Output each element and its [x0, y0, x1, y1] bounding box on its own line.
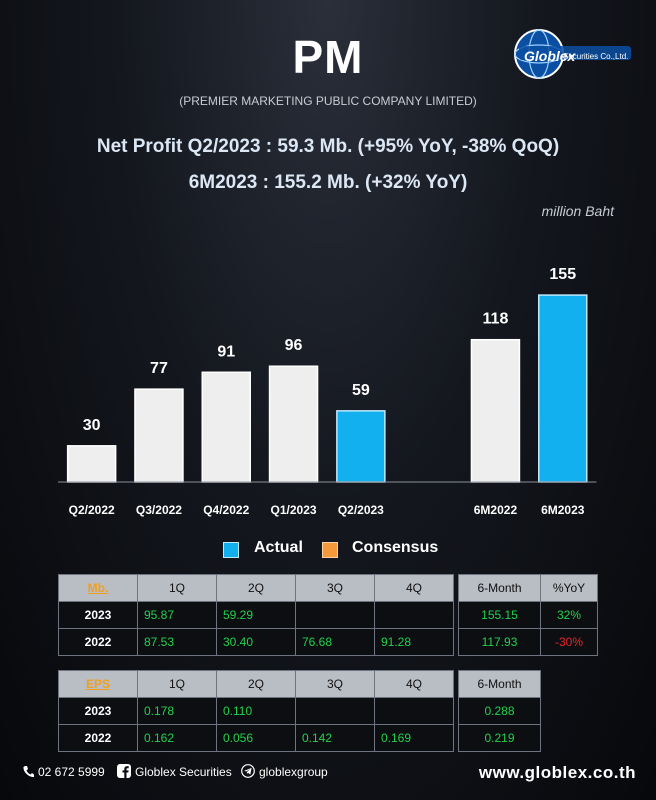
- row-year: 2023: [58, 697, 138, 725]
- table-row: 0.219: [458, 724, 541, 752]
- table-row: 117.93 -30%: [458, 628, 598, 656]
- x-tick-label: Q2/2023: [338, 503, 384, 517]
- footer-telegram[interactable]: globlexgroup: [259, 765, 328, 779]
- unit-label: million Baht: [541, 203, 614, 219]
- logo-text: Globlex: [524, 48, 576, 64]
- legend-consensus-label: Consensus: [352, 539, 439, 556]
- logo-subtext: Securities Co.,Ltd.: [563, 52, 629, 61]
- table-cell: [374, 601, 454, 629]
- table-cell: [295, 601, 375, 629]
- globlex-logo: [514, 29, 631, 79]
- phone-icon: [23, 766, 34, 778]
- table-cell: 32%: [540, 601, 598, 629]
- headline-halfyear: 6M2023 : 155.2 Mb. (+32% YoY): [188, 172, 468, 193]
- table-row: 2023 0.178 0.110: [58, 697, 454, 725]
- table-cell: 0.219: [458, 724, 541, 752]
- table-cell: -30%: [540, 628, 598, 656]
- col-header-yoy: %YoY: [540, 574, 598, 602]
- x-tick-label: Q1/2023: [271, 503, 317, 517]
- headline-quarter: Net Profit Q2/2023 : 59.3 Mb. (+95% YoY,…: [96, 136, 560, 157]
- col-header-3q: 3Q: [295, 670, 375, 698]
- table-row: 2022 0.162 0.056 0.142 0.169: [58, 724, 454, 752]
- table-cell: [295, 697, 375, 725]
- table-cell: 76.68: [295, 628, 375, 656]
- table-cell: 59.29: [216, 601, 296, 629]
- table-cell: 95.87: [137, 601, 217, 629]
- bar-q3-2022: [134, 388, 184, 483]
- col-header-1q: 1Q: [137, 670, 217, 698]
- net-profit-6m-table: 6-Month %YoY 155.15 32% 117.93 -30%: [458, 574, 598, 656]
- facebook-icon: [117, 764, 131, 778]
- table-key-mb: Mb.: [58, 574, 138, 602]
- table-cell: 91.28: [374, 628, 454, 656]
- x-tick-label: 6M2022: [474, 503, 518, 517]
- x-tick-label: Q3/2022: [136, 503, 182, 517]
- data-label: 91: [217, 343, 235, 360]
- legend-actual-swatch: [223, 542, 239, 558]
- company-name: (PREMIER MARKETING PUBLIC COMPANY LIMITE…: [179, 94, 477, 108]
- col-header-2q: 2Q: [216, 670, 296, 698]
- bar-q2-2023: [336, 410, 386, 483]
- col-header-6month: 6-Month: [458, 670, 541, 698]
- table-cell: 0.288: [458, 697, 541, 725]
- table-cell: 155.15: [458, 601, 541, 629]
- table-row: 2023 95.87 59.29: [58, 601, 454, 629]
- col-header-4q: 4Q: [374, 670, 454, 698]
- data-label: 59: [352, 382, 370, 399]
- row-year: 2022: [58, 724, 138, 752]
- row-year: 2023: [58, 601, 138, 629]
- col-header-3q: 3Q: [295, 574, 375, 602]
- table-row: 155.15 32%: [458, 601, 598, 629]
- data-label: 30: [83, 417, 101, 434]
- footer-website[interactable]: www.globlex.co.th: [478, 763, 636, 782]
- table-cell: 0.169: [374, 724, 454, 752]
- bar-q2-2022: [66, 445, 117, 483]
- data-label: 118: [483, 311, 509, 328]
- table-cell: 0.110: [216, 697, 296, 725]
- col-header-4q: 4Q: [374, 574, 454, 602]
- table-cell: [374, 697, 454, 725]
- telegram-icon: [241, 764, 255, 778]
- footer-phone[interactable]: 02 672 5999: [38, 765, 105, 779]
- bar-6m2022: [470, 338, 521, 483]
- footer-facebook[interactable]: Globlex Securities: [135, 765, 232, 779]
- table-cell: 30.40: [216, 628, 296, 656]
- table-cell: 0.056: [216, 724, 296, 752]
- data-label: 77: [150, 360, 168, 377]
- net-profit-table: Mb. 1Q 2Q 3Q 4Q 2023 95.87 59.29 2022 87…: [58, 574, 454, 656]
- ticker-title: PM: [292, 31, 364, 83]
- table-cell: 0.178: [137, 697, 217, 725]
- x-tick-label: Q4/2022: [203, 503, 249, 517]
- data-label: 155: [549, 266, 576, 283]
- table-key-eps: EPS: [58, 670, 138, 698]
- col-header-1q: 1Q: [137, 574, 217, 602]
- eps-6m-table: 6-Month 0.288 0.219: [458, 670, 541, 752]
- table-cell: 0.162: [137, 724, 217, 752]
- col-header-2q: 2Q: [216, 574, 296, 602]
- col-header-6month: 6-Month: [458, 574, 541, 602]
- table-cell: 0.142: [295, 724, 375, 752]
- table-cell: 87.53: [137, 628, 217, 656]
- data-label: 96: [285, 337, 303, 354]
- legend-consensus-swatch: [322, 542, 338, 558]
- legend-actual-label: Actual: [254, 539, 303, 556]
- bar-6m2023: [538, 294, 588, 483]
- x-tick-label: Q2/2022: [69, 503, 115, 517]
- eps-table: EPS 1Q 2Q 3Q 4Q 2023 0.178 0.110 2022 0.…: [58, 670, 454, 752]
- bar-q4-2022: [201, 371, 251, 483]
- table-row: 0.288: [458, 697, 541, 725]
- table-cell: 117.93: [458, 628, 541, 656]
- bar-q1-2023: [268, 365, 319, 483]
- x-tick-label: 6M2023: [541, 503, 585, 517]
- table-row: 2022 87.53 30.40 76.68 91.28: [58, 628, 454, 656]
- row-year: 2022: [58, 628, 138, 656]
